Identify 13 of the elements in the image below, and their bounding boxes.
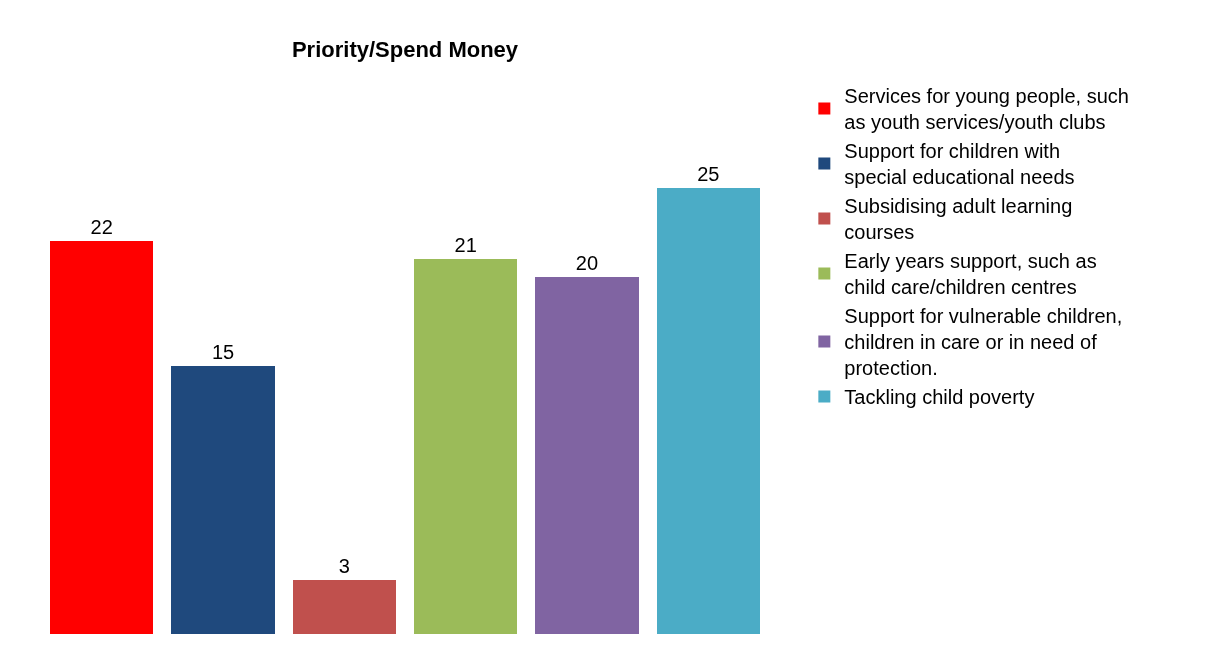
legend-label: Early years support, such as child care/children centres	[844, 250, 1097, 299]
data-label: 3	[338, 555, 350, 578]
chart-title: Priority/Spend Money	[291, 37, 519, 63]
data-label: 15	[211, 341, 235, 364]
data-label: 20	[575, 251, 599, 274]
data-label: 25	[697, 162, 720, 185]
legend-label: Support for vulnerable children, children in care or in need of protection.	[844, 305, 1123, 380]
data-label: 22	[90, 216, 113, 239]
legend-label: Support for children with special educational needs	[844, 140, 1075, 189]
legend-label: Tackling child poverty	[844, 386, 1035, 409]
data-label: 21	[454, 233, 477, 256]
legend-label: Services for young people, such as youth services/youth clubs	[844, 85, 1129, 134]
legend-label: Subsidising adult learning courses	[844, 195, 1073, 244]
